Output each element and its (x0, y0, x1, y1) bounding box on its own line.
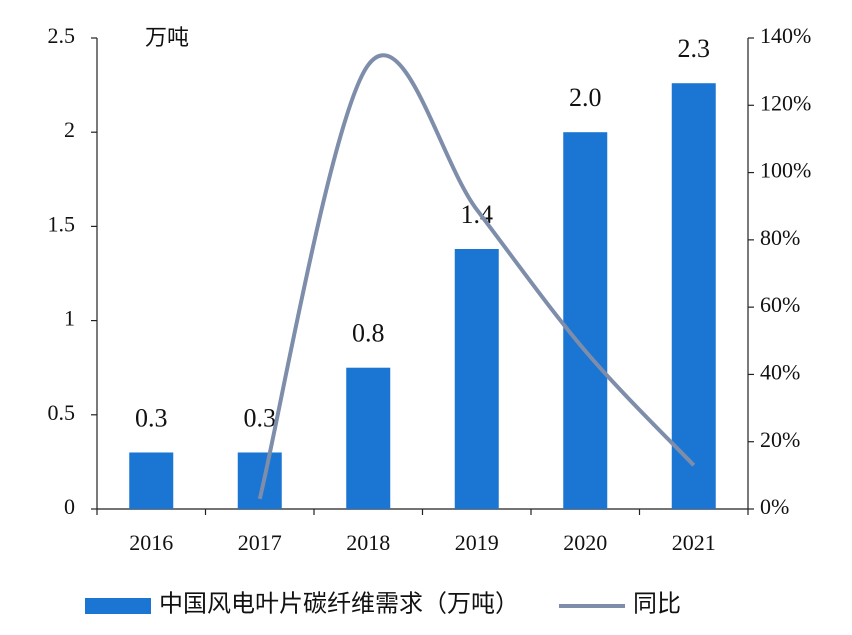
x-tick-label: 2018 (346, 530, 390, 555)
y2-tick-label: 80% (760, 225, 800, 250)
y-tick-label: 2.5 (48, 23, 76, 48)
legend-label: 同比 (633, 591, 681, 618)
y-tick-label: 1.5 (48, 211, 76, 236)
bar (454, 249, 499, 509)
data-label: 0.3 (244, 403, 277, 432)
y-tick-label: 0 (64, 494, 75, 519)
y2-tick-label: 20% (760, 427, 800, 452)
bar (237, 452, 282, 509)
data-label: 0.3 (135, 403, 168, 432)
legend-swatch (85, 598, 151, 614)
bar (129, 452, 174, 509)
x-tick-label: 2019 (455, 530, 499, 555)
bar (671, 83, 716, 509)
data-label: 2.3 (678, 34, 711, 63)
bar (563, 132, 608, 509)
x-tick-label: 2020 (563, 530, 607, 555)
bar (346, 367, 391, 509)
y2-tick-label: 40% (760, 359, 800, 384)
y-tick-label: 1 (64, 306, 75, 331)
y2-tick-label: 120% (760, 90, 811, 115)
y-tick-label: 0.5 (48, 400, 76, 425)
line (257, 53, 696, 500)
unit-label: 万吨 (145, 25, 189, 50)
y2-tick-label: 0% (760, 494, 789, 519)
data-label: 0.8 (352, 319, 385, 348)
x-tick-label: 2017 (238, 530, 282, 555)
x-tick-label: 2021 (672, 530, 716, 555)
y-tick-label: 2 (64, 117, 75, 142)
y2-tick-label: 100% (760, 158, 811, 183)
y2-tick-label: 140% (760, 23, 811, 48)
y2-tick-label: 60% (760, 292, 800, 317)
data-label: 2.0 (569, 83, 602, 112)
legend-label: 中国风电叶片碳纤维需求（万吨） (159, 591, 519, 618)
x-tick-label: 2016 (129, 530, 173, 555)
